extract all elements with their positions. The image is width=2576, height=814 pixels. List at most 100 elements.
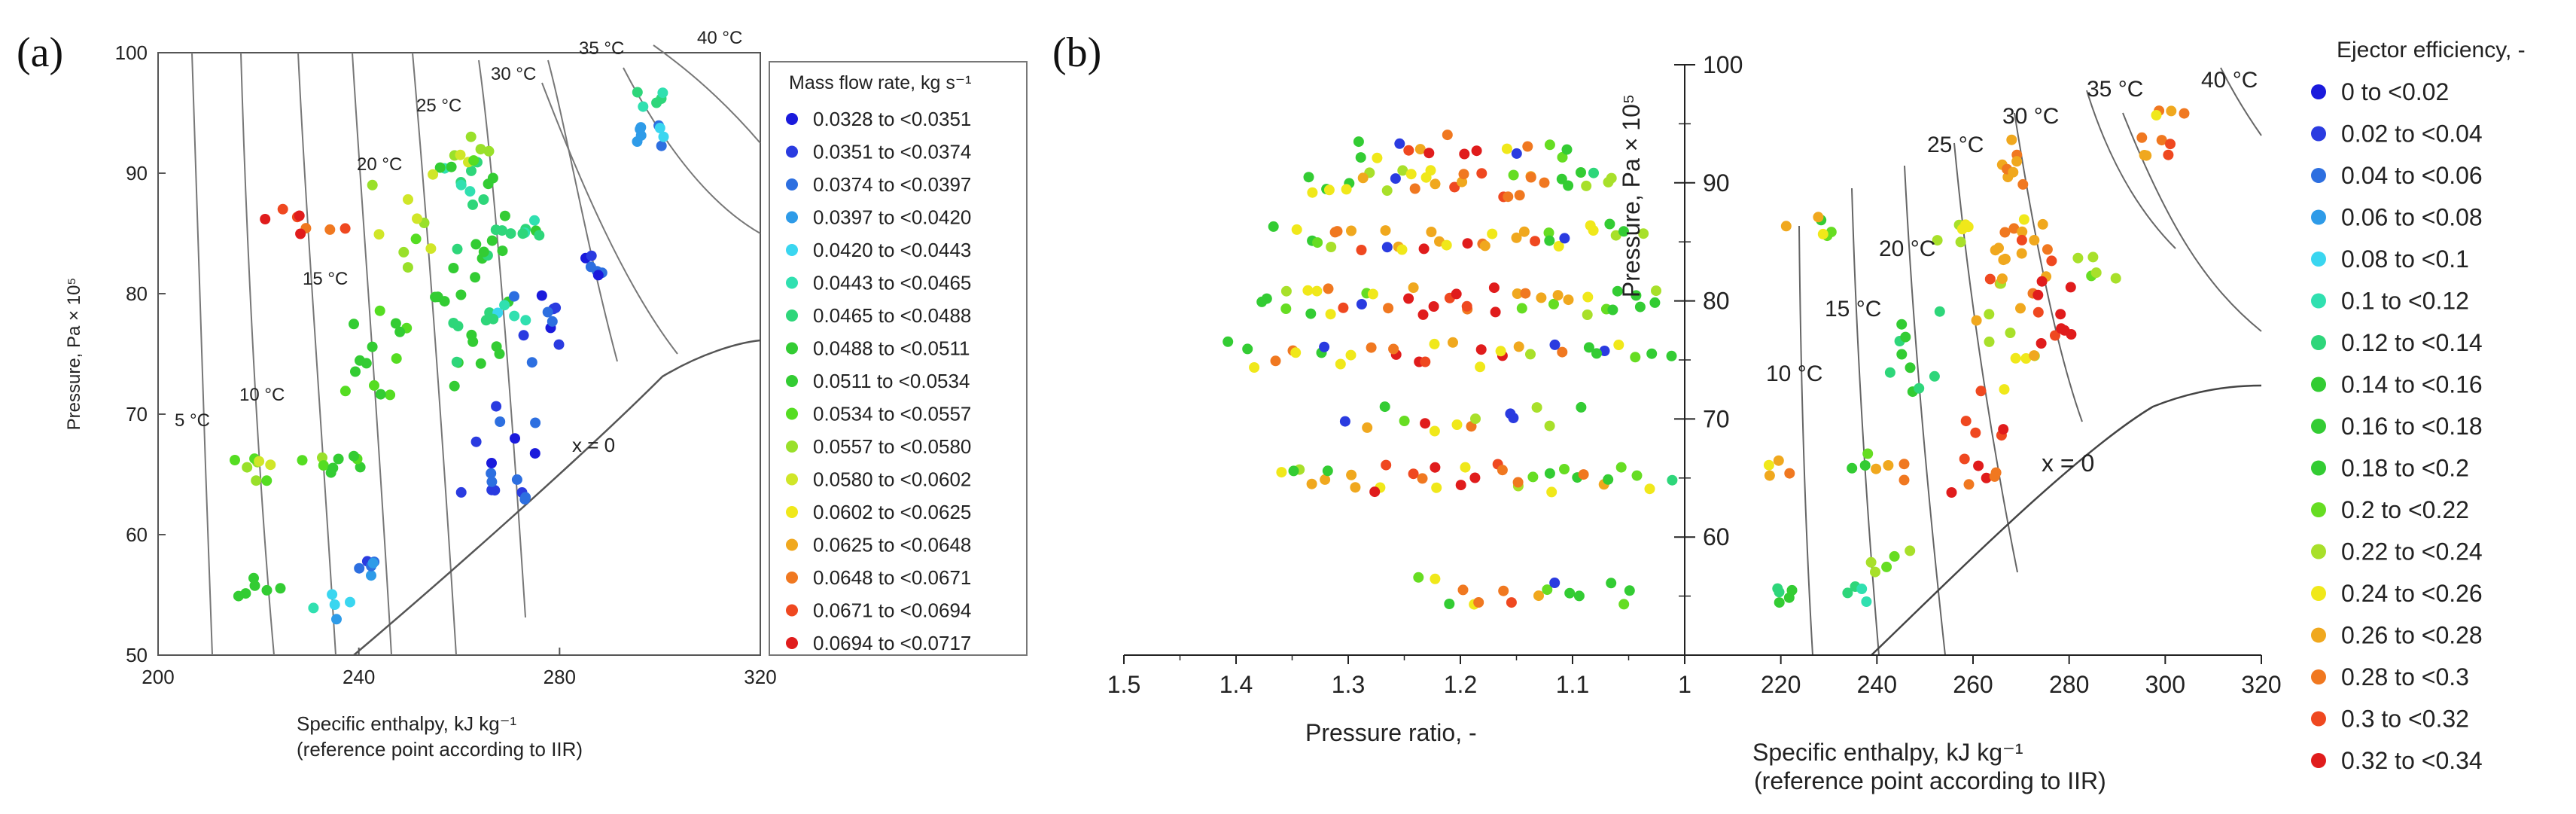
isotherm-label-25: 25 °C [416, 96, 461, 116]
data-point [483, 145, 495, 157]
x-axis-label-a-ref: (reference point according to IIR) [297, 738, 583, 761]
data-point [367, 179, 378, 191]
legend-b-swatch [2311, 627, 2326, 643]
isotherm-b-6 [2220, 67, 2262, 136]
data-point [1307, 187, 1318, 198]
data-point [1339, 416, 1350, 427]
data-point [1522, 141, 1533, 152]
isotherm-label-5: 5 °C [175, 410, 210, 431]
isotherm-b-4 [2014, 112, 2083, 422]
legend-a-swatch [786, 342, 798, 355]
data-point [2036, 338, 2047, 349]
x-tick-label-a: 200 [142, 666, 174, 688]
data-point [1451, 419, 1463, 430]
data-point [1341, 184, 1352, 195]
data-point [1556, 173, 1567, 184]
x-tick-label-b: 240 [1857, 671, 1897, 698]
legend-b-label: 0.14 to <0.16 [2341, 371, 2483, 398]
data-point [1420, 418, 1431, 429]
data-point [251, 475, 262, 486]
data-point [470, 272, 481, 283]
data-point [451, 356, 462, 367]
data-point [1870, 566, 1880, 578]
data-point [2165, 139, 2176, 150]
legend-b-label: 0.22 to <0.24 [2341, 538, 2483, 566]
isotherm-b-2 [1904, 165, 1946, 656]
data-point [1495, 346, 1506, 357]
data-point [1448, 337, 1458, 348]
data-point [2050, 330, 2060, 341]
data-point [425, 243, 437, 255]
data-point [499, 210, 510, 221]
data-point [1549, 339, 1561, 350]
plot-a-axes: 200 240 280 320 50 60 70 80 90 100 [115, 41, 777, 688]
data-point [2018, 214, 2029, 225]
data-point [478, 246, 489, 258]
data-point [329, 599, 340, 610]
data-point [505, 228, 516, 239]
data-point [1390, 173, 1401, 184]
data-point [1418, 243, 1430, 255]
data-point [1513, 341, 1524, 352]
data-point [1471, 145, 1482, 157]
data-point [355, 355, 365, 366]
isotherm-a-0 [191, 52, 213, 656]
data-point [635, 122, 647, 133]
data-point [1859, 460, 1871, 471]
data-point [1604, 218, 1615, 230]
y-tick-label-a: 60 [126, 523, 148, 546]
data-point [2036, 276, 2048, 287]
data-point [1459, 148, 1470, 160]
data-point [1512, 288, 1523, 299]
data-point [592, 270, 604, 281]
data-point [1862, 448, 1874, 459]
data-point [632, 136, 643, 147]
data-point [1396, 244, 1408, 255]
data-point [1409, 183, 1420, 194]
data-point [1408, 282, 1419, 293]
data-point [1993, 242, 2004, 254]
data-point [1813, 212, 1824, 223]
data-point [478, 194, 489, 205]
data-point [449, 380, 460, 392]
data-point [656, 140, 667, 151]
data-point [1323, 283, 1334, 294]
data-point [1325, 309, 1336, 320]
data-point [1306, 478, 1317, 489]
data-point [1242, 343, 1253, 355]
isotherm-b-1 [1851, 187, 1880, 656]
data-point [526, 357, 537, 368]
data-point [1413, 572, 1424, 583]
y-tick-label-b: 70 [1703, 405, 1730, 432]
data-point [1501, 143, 1512, 154]
data-point [1223, 336, 1234, 347]
data-point [1631, 470, 1643, 481]
data-point [1638, 228, 1649, 239]
data-point [1356, 245, 1367, 255]
data-point [1303, 172, 1314, 183]
data-point [1861, 596, 1872, 607]
data-point [1473, 597, 1484, 608]
isotherm-label-b-30: 30 °C [2002, 104, 2059, 129]
data-point [489, 485, 501, 496]
y-axis-label-b: Pressure, Pa × 10⁵ [1618, 94, 1645, 297]
data-point [1984, 336, 1995, 347]
data-point [1323, 184, 1335, 196]
y-axis-label-a: Pressure, Pa × 10⁵ [64, 278, 84, 431]
data-point [467, 199, 478, 210]
data-point [509, 291, 519, 302]
data-point [240, 588, 251, 599]
data-point [1631, 290, 1642, 301]
data-point [2015, 303, 2026, 314]
legend-b-swatch [2311, 753, 2326, 768]
data-point [1497, 465, 1508, 476]
data-point [509, 310, 520, 322]
data-point [585, 261, 596, 273]
data-point [1552, 290, 1564, 301]
data-point [1405, 169, 1417, 180]
legend-a-title: Mass flow rate, kg s⁻¹ [789, 72, 971, 93]
data-point [1559, 233, 1570, 244]
legend-a-label: 0.0351 to <0.0374 [813, 141, 971, 163]
data-point [1618, 599, 1630, 610]
